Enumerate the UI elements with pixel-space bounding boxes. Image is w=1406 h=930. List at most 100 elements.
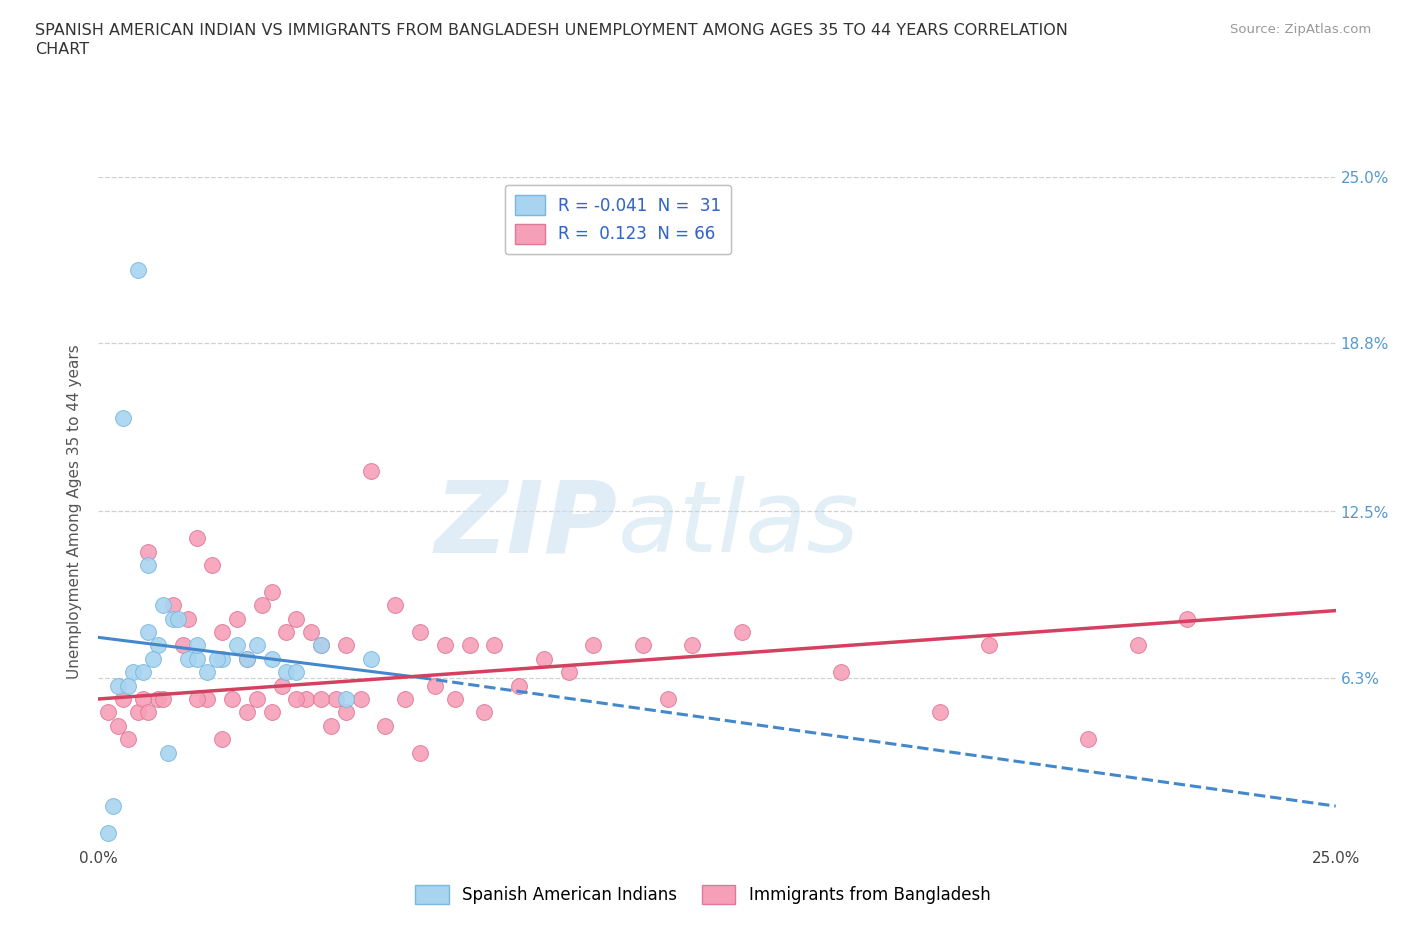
Point: [152, 692, 174, 707]
Point: [186, 651, 208, 666]
Point: [582, 638, 605, 653]
Point: [335, 692, 357, 707]
Point: [335, 638, 357, 653]
Point: [484, 638, 506, 653]
Point: [142, 651, 165, 666]
Point: [309, 692, 332, 707]
Point: [299, 625, 322, 640]
Point: [186, 638, 208, 653]
Point: [156, 745, 179, 760]
Point: [285, 692, 308, 707]
Point: [681, 638, 703, 653]
Point: [112, 410, 135, 425]
Point: [276, 625, 298, 640]
Point: [166, 611, 188, 626]
Legend: R = -0.041  N =  31, R =  0.123  N = 66: R = -0.041 N = 31, R = 0.123 N = 66: [505, 185, 731, 254]
Point: [309, 638, 332, 653]
Point: [162, 611, 184, 626]
Point: [409, 625, 432, 640]
Point: [152, 598, 174, 613]
Point: [236, 651, 259, 666]
Point: [270, 678, 292, 693]
Point: [211, 732, 233, 747]
Point: [309, 638, 332, 653]
Point: [236, 705, 259, 720]
Point: [176, 611, 198, 626]
Point: [657, 692, 679, 707]
Point: [250, 598, 273, 613]
Text: Source: ZipAtlas.com: Source: ZipAtlas.com: [1230, 23, 1371, 36]
Point: [162, 598, 184, 613]
Point: [107, 678, 129, 693]
Text: SPANISH AMERICAN INDIAN VS IMMIGRANTS FROM BANGLADESH UNEMPLOYMENT AMONG AGES 35: SPANISH AMERICAN INDIAN VS IMMIGRANTS FR…: [35, 23, 1069, 38]
Point: [122, 665, 145, 680]
Point: [928, 705, 950, 720]
Point: [433, 638, 456, 653]
Point: [117, 678, 139, 693]
Point: [205, 651, 228, 666]
Point: [979, 638, 1001, 653]
Point: [127, 705, 149, 720]
Point: [195, 665, 218, 680]
Point: [97, 826, 120, 841]
Point: [172, 638, 194, 653]
Point: [533, 651, 555, 666]
Point: [295, 692, 318, 707]
Legend: Spanish American Indians, Immigrants from Bangladesh: Spanish American Indians, Immigrants fro…: [408, 876, 998, 912]
Y-axis label: Unemployment Among Ages 35 to 44 years: Unemployment Among Ages 35 to 44 years: [67, 344, 83, 679]
Point: [474, 705, 496, 720]
Point: [409, 745, 432, 760]
Point: [246, 638, 269, 653]
Point: [394, 692, 416, 707]
Point: [226, 638, 249, 653]
Point: [112, 692, 135, 707]
Point: [201, 558, 224, 573]
Point: [374, 718, 396, 733]
Point: [97, 705, 120, 720]
Point: [117, 732, 139, 747]
Point: [176, 651, 198, 666]
Point: [350, 692, 373, 707]
Point: [423, 678, 446, 693]
Point: [103, 799, 125, 814]
Point: [360, 464, 382, 479]
Point: [186, 531, 208, 546]
Point: [221, 692, 243, 707]
Point: [226, 611, 249, 626]
Point: [195, 692, 218, 707]
Point: [335, 705, 357, 720]
Text: ZIP: ZIP: [434, 476, 619, 574]
Text: atlas: atlas: [619, 476, 859, 574]
Point: [146, 692, 169, 707]
Point: [260, 651, 283, 666]
Point: [557, 665, 579, 680]
Point: [631, 638, 654, 653]
Point: [211, 625, 233, 640]
Point: [211, 651, 233, 666]
Text: CHART: CHART: [35, 42, 89, 57]
Point: [1077, 732, 1099, 747]
Point: [360, 651, 382, 666]
Point: [458, 638, 481, 653]
Point: [325, 692, 347, 707]
Point: [136, 625, 159, 640]
Point: [508, 678, 530, 693]
Point: [1175, 611, 1198, 626]
Point: [107, 718, 129, 733]
Point: [830, 665, 852, 680]
Point: [443, 692, 465, 707]
Point: [136, 558, 159, 573]
Point: [384, 598, 406, 613]
Point: [136, 705, 159, 720]
Point: [276, 665, 298, 680]
Point: [146, 638, 169, 653]
Point: [260, 584, 283, 599]
Point: [246, 692, 269, 707]
Point: [132, 665, 155, 680]
Point: [236, 651, 259, 666]
Point: [127, 263, 149, 278]
Point: [285, 611, 308, 626]
Point: [731, 625, 754, 640]
Point: [186, 692, 208, 707]
Point: [319, 718, 342, 733]
